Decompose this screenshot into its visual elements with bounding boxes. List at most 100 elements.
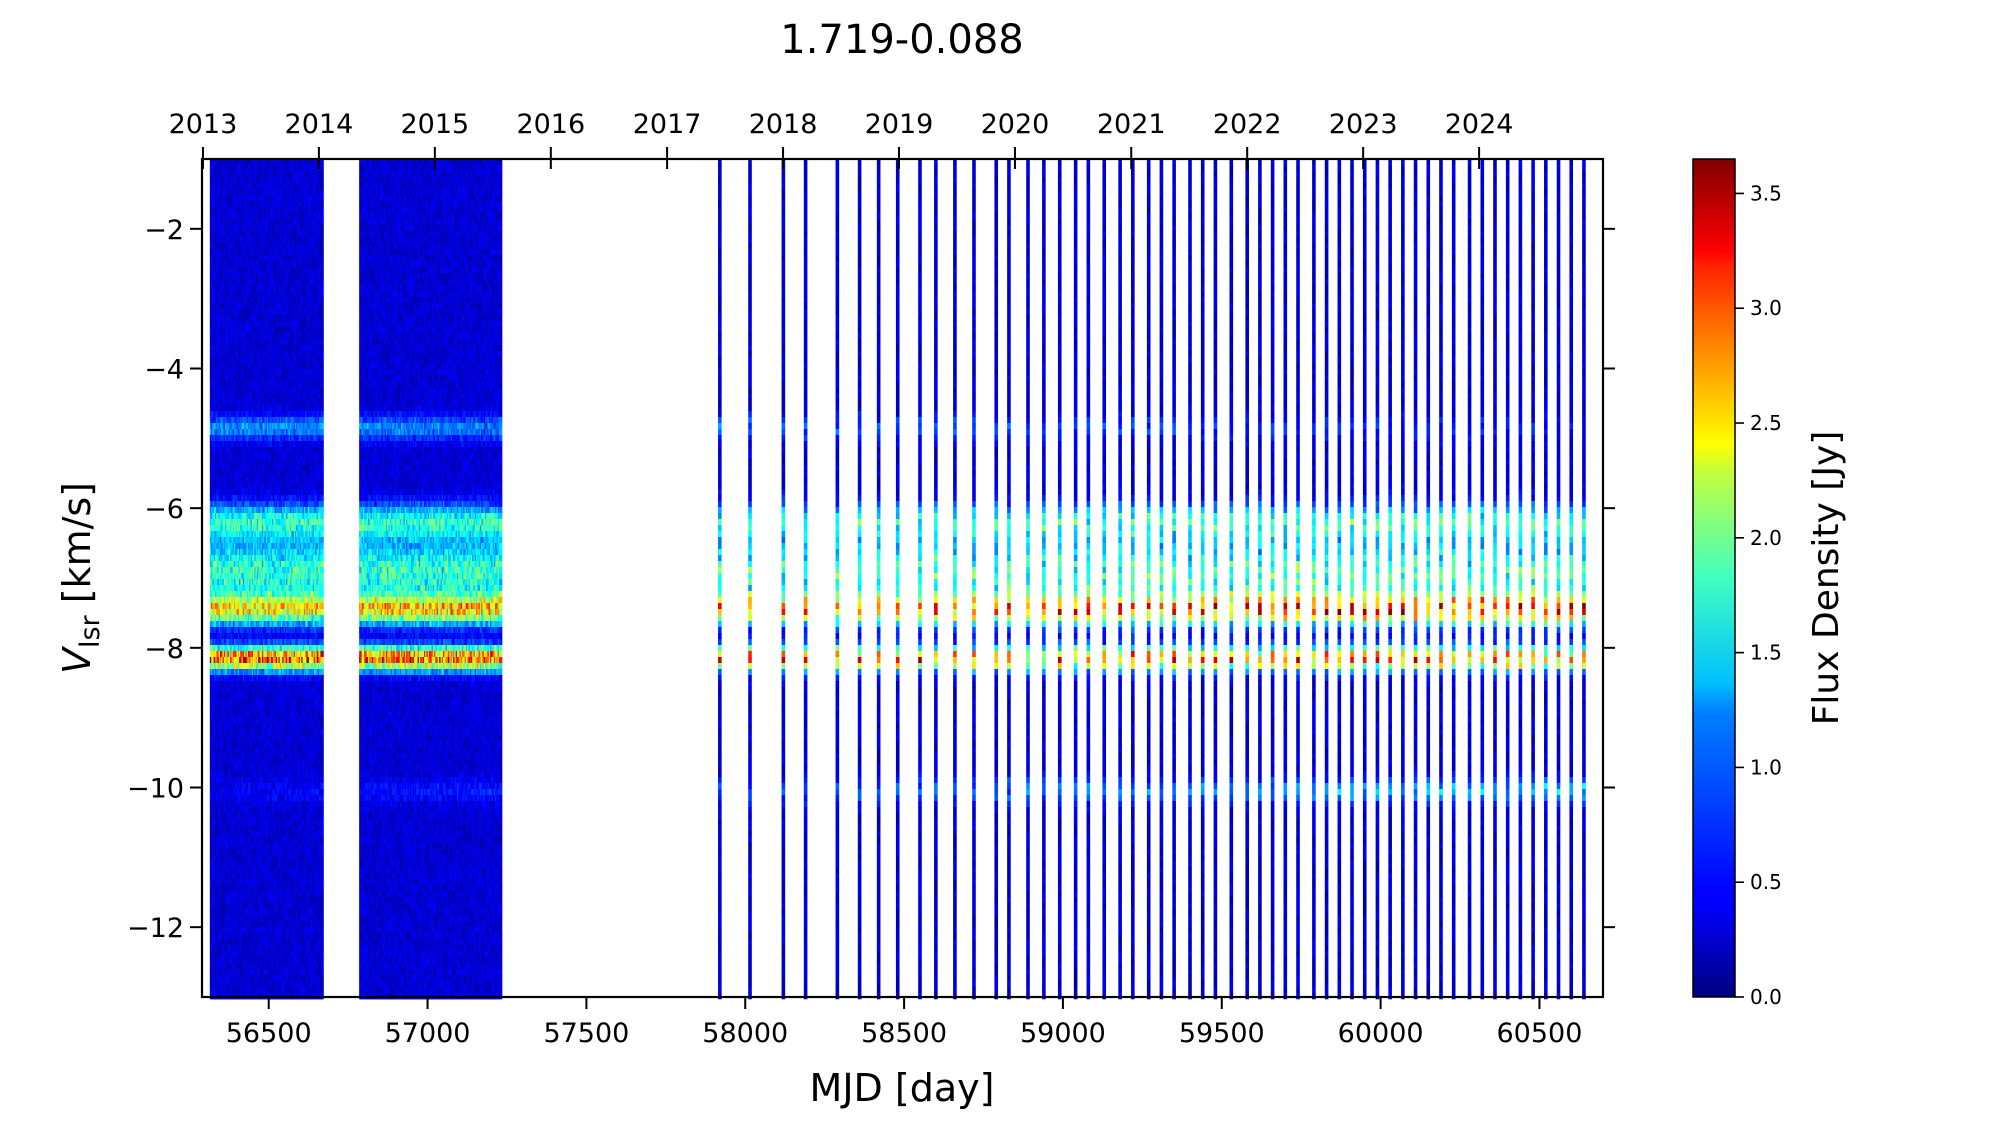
epoch-spectrum <box>718 159 722 999</box>
epoch-spectrum <box>1468 159 1472 999</box>
colorbar-tick-label: 0.5 <box>1750 870 1782 894</box>
y-axis-label: Vlsr [km/s] <box>55 482 106 674</box>
epoch-spectrum <box>1519 159 1523 999</box>
epoch-spectrum <box>1102 159 1106 999</box>
colorbar-tick-label: 1.5 <box>1750 641 1782 665</box>
x-axis-label: MJD [day] <box>810 1066 995 1110</box>
epoch-spectrum <box>1557 159 1561 999</box>
epoch-spectrum <box>782 159 786 999</box>
epoch-stripes <box>210 159 1586 999</box>
colorbar-tick-label: 2.5 <box>1750 411 1782 435</box>
colorbar-ticks: 0.0 0.5 1.0 1.5 2.0 2.5 3.0 3.5 <box>1735 181 1782 1009</box>
epoch-spectrum <box>1042 159 1046 999</box>
colorbar-label: Flux Density [Jy] <box>1806 431 1847 726</box>
epoch-spectrum <box>1338 159 1342 999</box>
epoch-spectrum <box>1074 159 1078 999</box>
epoch-spectrum <box>1026 159 1030 999</box>
x-tick-label: 56500 <box>226 1018 312 1049</box>
epoch-spectrum <box>1480 159 1484 999</box>
year-tick-label: 2023 <box>1329 109 1398 140</box>
x-tick-label: 60500 <box>1497 1018 1583 1049</box>
epoch-spectrum <box>1439 159 1443 999</box>
epoch-spectrum <box>1531 159 1535 999</box>
epoch-spectrum <box>953 159 957 999</box>
year-tick-label: 2017 <box>633 109 702 140</box>
colorbar-tick-label: 2.0 <box>1750 526 1782 550</box>
colorbar-tick-label: 0.0 <box>1750 985 1782 1009</box>
epoch-spectrum <box>1087 159 1091 999</box>
colorbar-tick-label: 3.0 <box>1750 296 1782 320</box>
epoch-spectrum <box>1401 159 1405 999</box>
y-axis-label-unit: [km/s] <box>55 482 99 615</box>
epoch-spectrum <box>1325 159 1329 999</box>
epoch-spectrum <box>1376 159 1380 999</box>
y-tick-label: −10 <box>127 774 184 805</box>
year-tick-label: 2020 <box>981 109 1050 140</box>
epoch-spectrum <box>1506 159 1510 999</box>
epoch-spectrum <box>858 159 862 999</box>
y-axis-label-sub: lsr <box>75 614 106 648</box>
epoch-spectrum <box>1569 159 1573 999</box>
epoch-spectrum <box>1172 159 1176 999</box>
y-tick-label: −6 <box>144 494 184 525</box>
epoch-spectrum <box>1160 159 1164 999</box>
epoch-spectrum <box>896 159 900 999</box>
y-tick-label: −4 <box>144 355 184 386</box>
year-tick-label: 2016 <box>516 109 585 140</box>
epoch-spectrum <box>1131 159 1135 999</box>
epoch-spectrum <box>1258 159 1262 999</box>
epoch-spectrum <box>1201 159 1205 999</box>
year-tick-label: 2015 <box>401 109 470 140</box>
epoch-spectrum <box>1147 159 1151 999</box>
epoch-spectrum <box>1414 159 1418 999</box>
chart-title: 1.719-0.088 <box>780 17 1023 63</box>
year-tick-label: 2021 <box>1097 109 1166 140</box>
epoch-spectrum <box>1230 159 1234 999</box>
epoch-spectrum <box>1493 159 1497 999</box>
epoch-spectrum <box>994 159 998 999</box>
x-tick-label: 59500 <box>1179 1018 1265 1049</box>
epoch-spectrum <box>320 159 323 999</box>
year-tick-label: 2013 <box>169 109 238 140</box>
epoch-spectrum <box>934 159 938 999</box>
x-tick-label: 57000 <box>385 1018 471 1049</box>
x-tick-label: 58500 <box>861 1018 947 1049</box>
epoch-spectrum <box>804 159 808 999</box>
epoch-spectrum <box>1284 159 1288 999</box>
year-tick-label: 2022 <box>1213 109 1282 140</box>
x-axis: 56500 57000 57500 58000 58500 59000 59500 60000… <box>226 997 1583 1049</box>
year-tick-label: 2018 <box>749 109 818 140</box>
x-tick-label: 57500 <box>543 1018 629 1049</box>
x-tick-label: 58000 <box>702 1018 788 1049</box>
epoch-spectrum <box>1118 159 1122 999</box>
epoch-spectrum <box>1582 159 1586 999</box>
epoch-spectrum <box>836 159 840 999</box>
epoch-spectrum <box>748 159 752 999</box>
colorbar <box>1693 159 1735 997</box>
y-axis-label-main: V <box>55 645 99 674</box>
y-tick-label: −8 <box>144 634 184 665</box>
epoch-spectrum <box>1296 159 1300 999</box>
epoch-spectrum <box>1245 159 1249 999</box>
epoch-spectrum <box>877 159 881 999</box>
y-tick-label: −12 <box>127 913 184 944</box>
epoch-spectrum <box>1058 159 1062 999</box>
epoch-spectrum <box>1007 159 1011 999</box>
epoch-spectrum <box>1312 159 1316 999</box>
x-tick-label: 59000 <box>1020 1018 1106 1049</box>
epoch-spectrum <box>972 159 976 999</box>
epoch-spectrum <box>1544 159 1548 999</box>
year-tick-label: 2019 <box>865 109 934 140</box>
epoch-spectrum <box>1271 159 1275 999</box>
y-tick-label: −2 <box>144 215 184 246</box>
epoch-spectrum <box>1188 159 1192 999</box>
x-tick-label: 60000 <box>1338 1018 1424 1049</box>
epoch-spectrum <box>918 159 922 999</box>
epoch-spectrum <box>1426 159 1430 999</box>
colorbar-tick-label: 1.0 <box>1750 755 1782 779</box>
year-tick-label: 2014 <box>285 109 354 140</box>
colorbar-tick-label: 3.5 <box>1750 181 1782 205</box>
epoch-spectrum <box>1350 159 1354 999</box>
epoch-spectrum <box>1214 159 1218 999</box>
